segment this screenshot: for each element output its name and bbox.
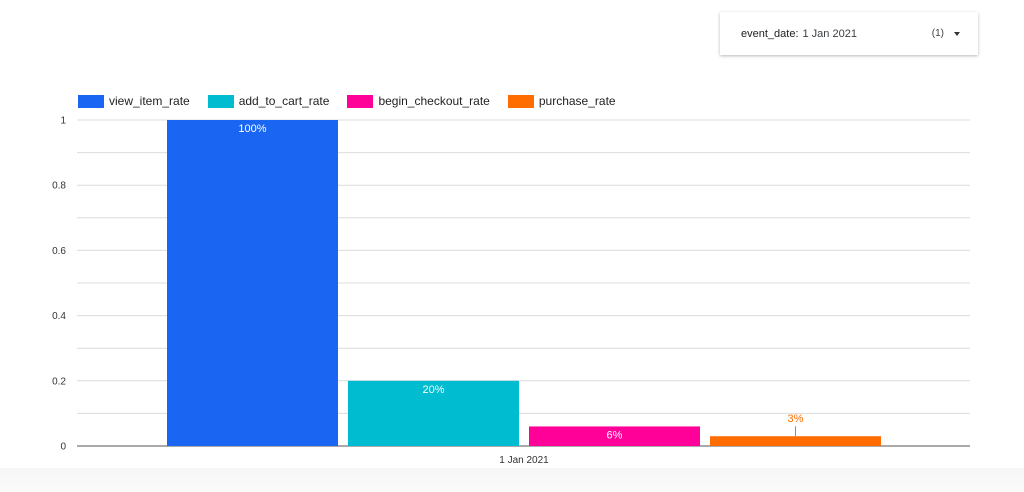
legend-label: view_item_rate (109, 94, 190, 108)
legend-item-view-item-rate[interactable]: view_item_rate (78, 94, 190, 108)
legend-swatch (507, 94, 534, 108)
legend-swatch (207, 94, 234, 108)
filter-value: 1 Jan 2021 (802, 27, 857, 40)
bar-begin-checkout-rate (529, 426, 700, 446)
legend-label: purchase_rate (538, 94, 616, 108)
y-tick-label: 0.2 (52, 376, 66, 387)
legend-label: begin_checkout_rate (378, 94, 490, 108)
y-tick-label: 0.6 (52, 246, 66, 257)
legend-item-purchase-rate[interactable]: purchase_rate (507, 94, 616, 108)
y-tick-label: 0.4 (52, 311, 66, 322)
chart-legend: view_item_rate add_to_cart_rate begin_ch… (78, 93, 634, 109)
x-category-label: 1 Jan 2021 (499, 455, 549, 466)
data-label: 6% (607, 429, 623, 441)
legend-item-begin-checkout-rate[interactable]: begin_checkout_rate (347, 94, 490, 108)
bar-view-item-rate (167, 120, 338, 446)
filter-selection-count: (1) (931, 28, 944, 39)
bottom-shadow (0, 468, 1024, 492)
legend-swatch (78, 94, 104, 108)
bar-purchase-rate (710, 436, 881, 446)
legend-item-add-to-cart-rate[interactable]: add_to_cart_rate (207, 94, 330, 108)
caret-down-icon[interactable] (954, 31, 960, 36)
data-label: 3% (788, 413, 804, 425)
filter-field-name: event_date (741, 27, 796, 40)
legend-label: add_to_cart_rate (238, 94, 330, 108)
data-label: 20% (422, 384, 444, 396)
y-tick-label: 0 (60, 442, 66, 453)
bar-add-to-cart-rate (348, 380, 519, 446)
y-tick-label: 0.8 (52, 181, 66, 192)
legend-swatch (347, 94, 374, 108)
filter-separator: : (795, 27, 799, 40)
y-tick-label: 1 (60, 116, 66, 127)
data-label: 100% (238, 123, 266, 135)
date-filter-control[interactable]: event_date : 1 Jan 2021 (1) (720, 12, 978, 55)
